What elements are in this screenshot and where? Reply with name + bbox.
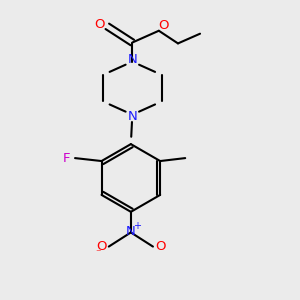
Text: O: O (155, 240, 166, 253)
Text: O: O (158, 19, 169, 32)
Text: N: N (126, 225, 136, 238)
Text: O: O (95, 18, 105, 32)
Text: +: + (133, 221, 141, 231)
Text: ⁻: ⁻ (95, 248, 100, 258)
Text: O: O (96, 240, 107, 253)
Text: N: N (128, 53, 137, 66)
Text: F: F (62, 152, 70, 165)
Text: N: N (128, 110, 137, 123)
